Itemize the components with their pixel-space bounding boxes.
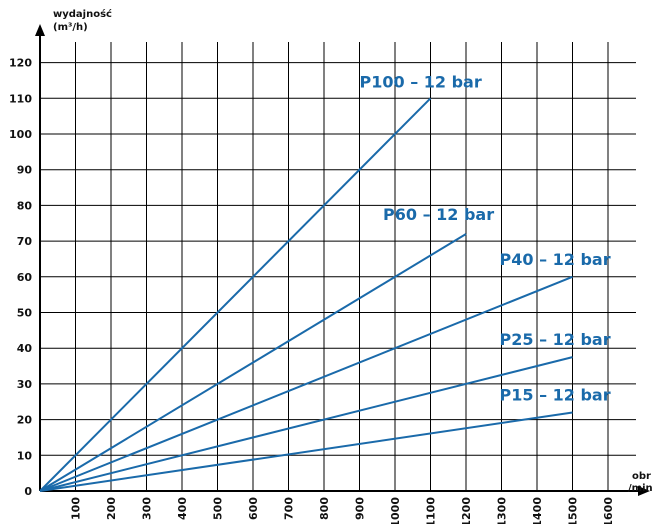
y-tick-label: 70: [17, 235, 33, 248]
x-tick-label: 600: [247, 497, 260, 520]
series-line: [39, 97, 432, 492]
y-tick-label: 10: [17, 449, 33, 462]
x-axis-title-line1: obr: [632, 471, 651, 482]
x-tick-label: 1100: [425, 497, 438, 524]
x-axis-title-line2: /min: [628, 483, 653, 494]
series-line: [39, 275, 573, 492]
series-label: P25 – 12 bar: [500, 330, 611, 349]
y-tick-label: 100: [9, 128, 32, 141]
series-line: [39, 233, 467, 492]
series-line: [39, 411, 573, 492]
series-label: P15 – 12 bar: [500, 385, 611, 404]
x-tick-label: 100: [70, 497, 83, 520]
y-tick-label: 20: [17, 414, 33, 427]
y-axis-title-line1: wydajność: [53, 8, 112, 20]
tick-labels: 100 200 300 400 500 600 700 800 900 1000 1100 1200 1…: [9, 57, 615, 524]
x-tick-label: 700: [283, 497, 296, 520]
series-label: P100 – 12 bar: [360, 72, 482, 91]
y-tick-label: 30: [17, 378, 33, 391]
y-tick-label: 90: [17, 164, 33, 177]
axes: [35, 24, 650, 496]
y-tick-label: 0: [24, 485, 32, 498]
y-tick-label: 120: [9, 57, 32, 70]
x-tick-label: 1300: [496, 497, 509, 524]
y-axis-title-line2: (m³/h): [53, 22, 88, 33]
x-tick-label: 200: [105, 497, 118, 520]
x-tick-label: 400: [176, 497, 189, 520]
y-tick-label: 50: [17, 307, 33, 320]
x-tick-label: 1400: [531, 497, 544, 524]
y-tick-label: 110: [9, 92, 32, 105]
x-tick-label: 900: [354, 497, 367, 520]
grid: [40, 42, 636, 491]
y-tick-label: 40: [17, 342, 33, 355]
x-axis-arrow-icon: [638, 486, 650, 496]
series-label: P40 – 12 bar: [500, 250, 611, 269]
x-tick-label: 1200: [460, 497, 473, 524]
x-tick-label: 1000: [389, 497, 402, 524]
x-tick-label: 1600: [602, 497, 615, 524]
series-line: [39, 356, 573, 492]
series-label: P60 – 12 bar: [383, 205, 494, 224]
x-tick-label: 300: [141, 497, 154, 520]
series-labels: P100 – 12 bar P60 – 12 bar P40 – 12 bar P25…: [360, 72, 611, 404]
x-tick-label: 1500: [567, 497, 580, 524]
x-tick-label: 800: [318, 497, 331, 520]
y-tick-label: 60: [17, 271, 33, 284]
series-lines: [39, 97, 573, 492]
y-tick-label: 80: [17, 199, 33, 212]
x-tick-label: 500: [212, 497, 225, 520]
y-axis-arrow-icon: [35, 24, 45, 36]
